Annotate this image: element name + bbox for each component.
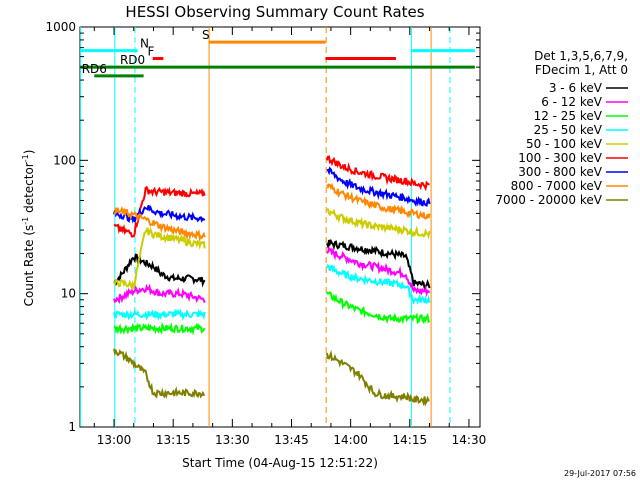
flag-label: F: [148, 45, 155, 59]
legend-label: 50 - 100 keV: [526, 137, 603, 151]
series-line: [326, 182, 431, 220]
series-line: [326, 263, 431, 306]
x-tick-label: 14:00: [333, 433, 368, 447]
series-line: [113, 226, 206, 292]
x-tick-label: 13:30: [215, 433, 250, 447]
series-line: [326, 246, 431, 298]
series-line: [113, 253, 206, 288]
series-line: [326, 349, 430, 407]
plot-frame: [79, 26, 481, 428]
series-line: [113, 348, 206, 399]
series-line: [113, 205, 206, 224]
legend-label: 12 - 25 keV: [534, 109, 603, 123]
observing-flags: NF S RD0 RD6: [80, 28, 475, 78]
series-line: [326, 238, 431, 292]
x-tick-label: 13:00: [97, 433, 132, 447]
y-axis-label: Count Rate (s-1 detector-1): [21, 150, 36, 307]
legend-label: 6 - 12 keV: [541, 95, 603, 109]
series-line: [113, 283, 206, 305]
y-tick-label: 100: [53, 153, 76, 167]
legend: Det 1,3,5,6,7,9,FDecim 1, Att 0 3 - 6 keV…: [495, 49, 628, 207]
series-line: [326, 155, 430, 192]
series-line: [113, 308, 206, 322]
x-tick-label: 13:45: [274, 433, 309, 447]
series-line: [113, 321, 206, 336]
flag-label: RD6: [82, 62, 107, 76]
y-axis: 1 10 100 1000: [45, 20, 480, 434]
y-tick-label: 10: [61, 287, 76, 301]
x-tick-label: 14:30: [452, 433, 487, 447]
legend-header: FDecim 1, Att 0: [535, 63, 628, 77]
flag-label: N: [140, 37, 149, 51]
x-axis-label: Start Time (04-Aug-15 12:51:22): [182, 456, 378, 470]
x-tick-label: 14:15: [393, 433, 428, 447]
generated-timestamp: 29-Jul-2017 07:56: [564, 469, 636, 478]
x-tick-label: 13:15: [156, 433, 191, 447]
flag-label: RD0: [120, 53, 145, 67]
chart-title: HESSI Observing Summary Count Rates: [125, 3, 424, 21]
y-tick-label: 1: [68, 420, 76, 434]
legend-header: Det 1,3,5,6,7,9,: [534, 49, 628, 63]
legend-label: 300 - 800 keV: [518, 165, 602, 179]
flag-label: S: [202, 28, 210, 42]
legend-label: 7000 - 20000 keV: [495, 193, 602, 207]
y-tick-label: 1000: [45, 20, 76, 34]
series-line: [326, 166, 431, 208]
legend-label: 25 - 50 keV: [534, 123, 603, 137]
series-line: [114, 206, 206, 242]
series-line: [326, 290, 431, 325]
legend-label: 3 - 6 keV: [549, 81, 603, 95]
data-series: [113, 155, 431, 407]
x-axis: 13:00 13:15 13:30 13:45 14:00 14:15 14:30: [93, 27, 487, 447]
series-line: [326, 208, 431, 240]
series-line: [113, 185, 206, 238]
legend-label: 100 - 300 keV: [518, 151, 602, 165]
legend-label: 800 - 7000 keV: [511, 179, 603, 193]
